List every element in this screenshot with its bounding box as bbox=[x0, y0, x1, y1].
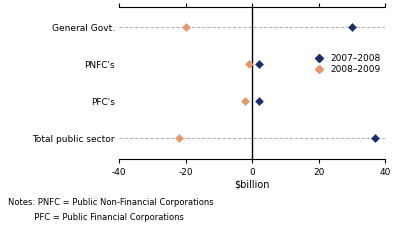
Point bbox=[182, 25, 189, 29]
Point bbox=[372, 137, 378, 140]
Point bbox=[349, 25, 355, 29]
Text: Notes: PNFC = Public Non-Financial Corporations: Notes: PNFC = Public Non-Financial Corpo… bbox=[8, 197, 214, 207]
Point bbox=[242, 100, 249, 103]
Point bbox=[256, 100, 262, 103]
Point bbox=[176, 137, 182, 140]
Point bbox=[256, 62, 262, 66]
Legend: 2007–2008, 2008–2009: 2007–2008, 2008–2009 bbox=[310, 54, 381, 74]
Point bbox=[246, 62, 252, 66]
Text: PFC = Public Financial Corporations: PFC = Public Financial Corporations bbox=[8, 213, 184, 222]
X-axis label: $billion: $billion bbox=[234, 180, 270, 190]
